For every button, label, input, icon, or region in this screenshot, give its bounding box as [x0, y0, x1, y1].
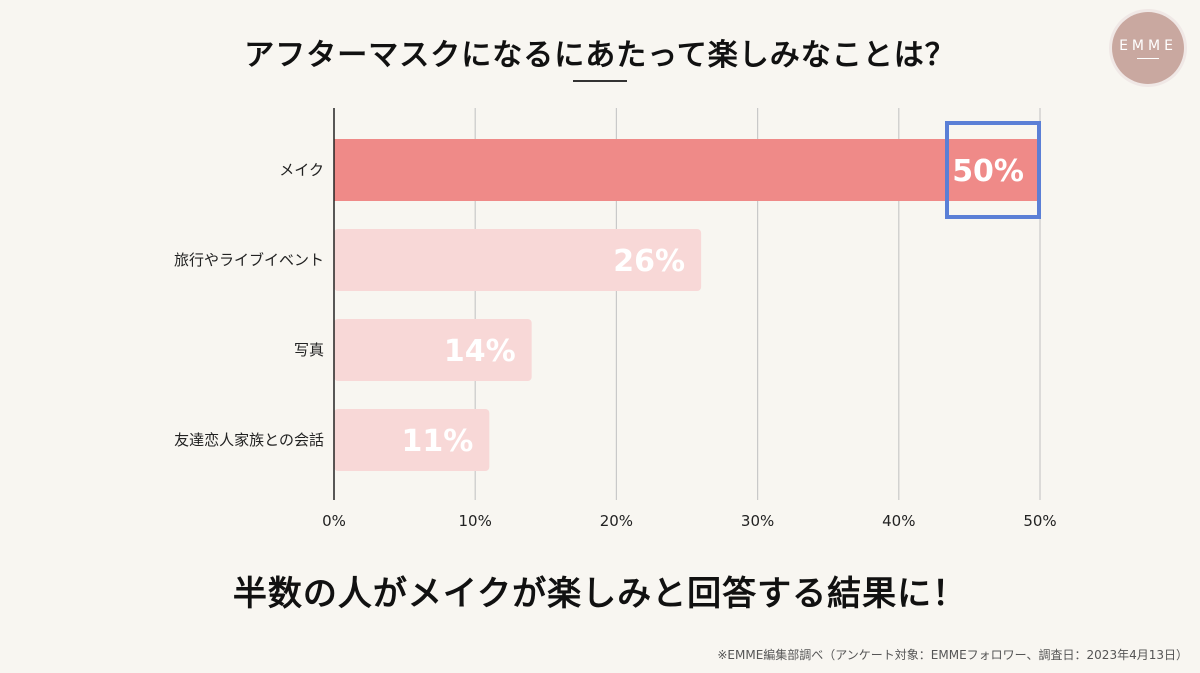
category-label: 写真	[294, 341, 324, 359]
x-tick-label: 0%	[322, 512, 346, 530]
logo-rule	[1137, 57, 1159, 59]
x-tick-label: 10%	[459, 512, 492, 530]
bar	[334, 409, 490, 471]
category-label: 友達恋人家族との会話	[174, 431, 324, 449]
title-divider	[573, 80, 627, 82]
data-label: 50%	[952, 154, 1024, 189]
data-label: 11%	[402, 424, 474, 459]
highlight-box	[945, 121, 1041, 219]
x-tick-label: 50%	[1023, 512, 1056, 530]
logo-text: EMME	[1119, 37, 1177, 54]
category-label: 旅行やライブイベント	[174, 251, 324, 269]
headline: 半数の人がメイクが楽しみと回答する結果に！	[232, 574, 968, 614]
bar	[334, 229, 702, 291]
category-label: メイク	[279, 161, 324, 179]
x-tick-label: 30%	[741, 512, 774, 530]
x-tick-label: 40%	[882, 512, 915, 530]
emme-logo: EMME	[1112, 12, 1184, 84]
bar	[334, 319, 532, 381]
bar	[334, 139, 1040, 201]
data-label: 14%	[444, 334, 516, 369]
footnote: ※EMME編集部調べ（アンケート対象：EMMEフォロワー、調査日：2023年4月…	[717, 648, 1188, 662]
chart-title: アフターマスクになるにあたって楽しみなことは？	[244, 38, 956, 73]
data-label: 26%	[613, 244, 685, 279]
x-tick-label: 20%	[600, 512, 633, 530]
